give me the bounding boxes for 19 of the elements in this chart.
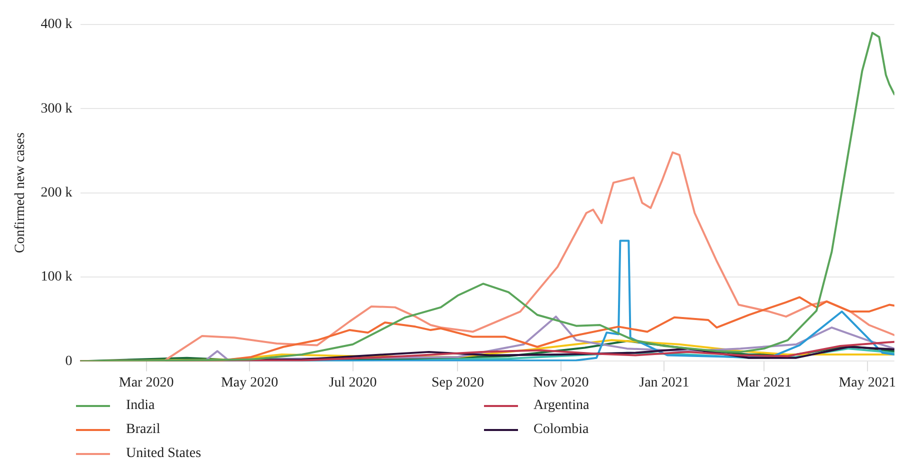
x-tick-label: Jan 2021 [639, 375, 690, 390]
x-tick-label: Nov 2020 [533, 375, 589, 390]
x-tick-label: May 2021 [838, 375, 896, 390]
x-tick-label: Mar 2020 [118, 375, 174, 390]
x-tick-label: Mar 2021 [736, 375, 792, 390]
x-tick-label: Sep 2020 [431, 375, 484, 390]
x-tick-label: Jul 2020 [328, 375, 377, 390]
legend-label: Argentina [534, 398, 590, 414]
y-tick-label: 100 k [40, 270, 72, 285]
x-tick-label: May 2020 [220, 375, 278, 390]
y-axis-title: Confirmed new cases [13, 132, 28, 254]
legend-label: India [126, 398, 155, 414]
legend-label: United States [126, 446, 202, 462]
legend-label: Colombia [534, 422, 589, 438]
y-tick-label: 400 k [40, 17, 72, 32]
y-tick-label: 0 [65, 354, 72, 369]
y-tick-label: 200 k [40, 185, 72, 200]
y-tick-label: 300 k [40, 101, 72, 116]
legend-label: Brazil [126, 422, 160, 438]
